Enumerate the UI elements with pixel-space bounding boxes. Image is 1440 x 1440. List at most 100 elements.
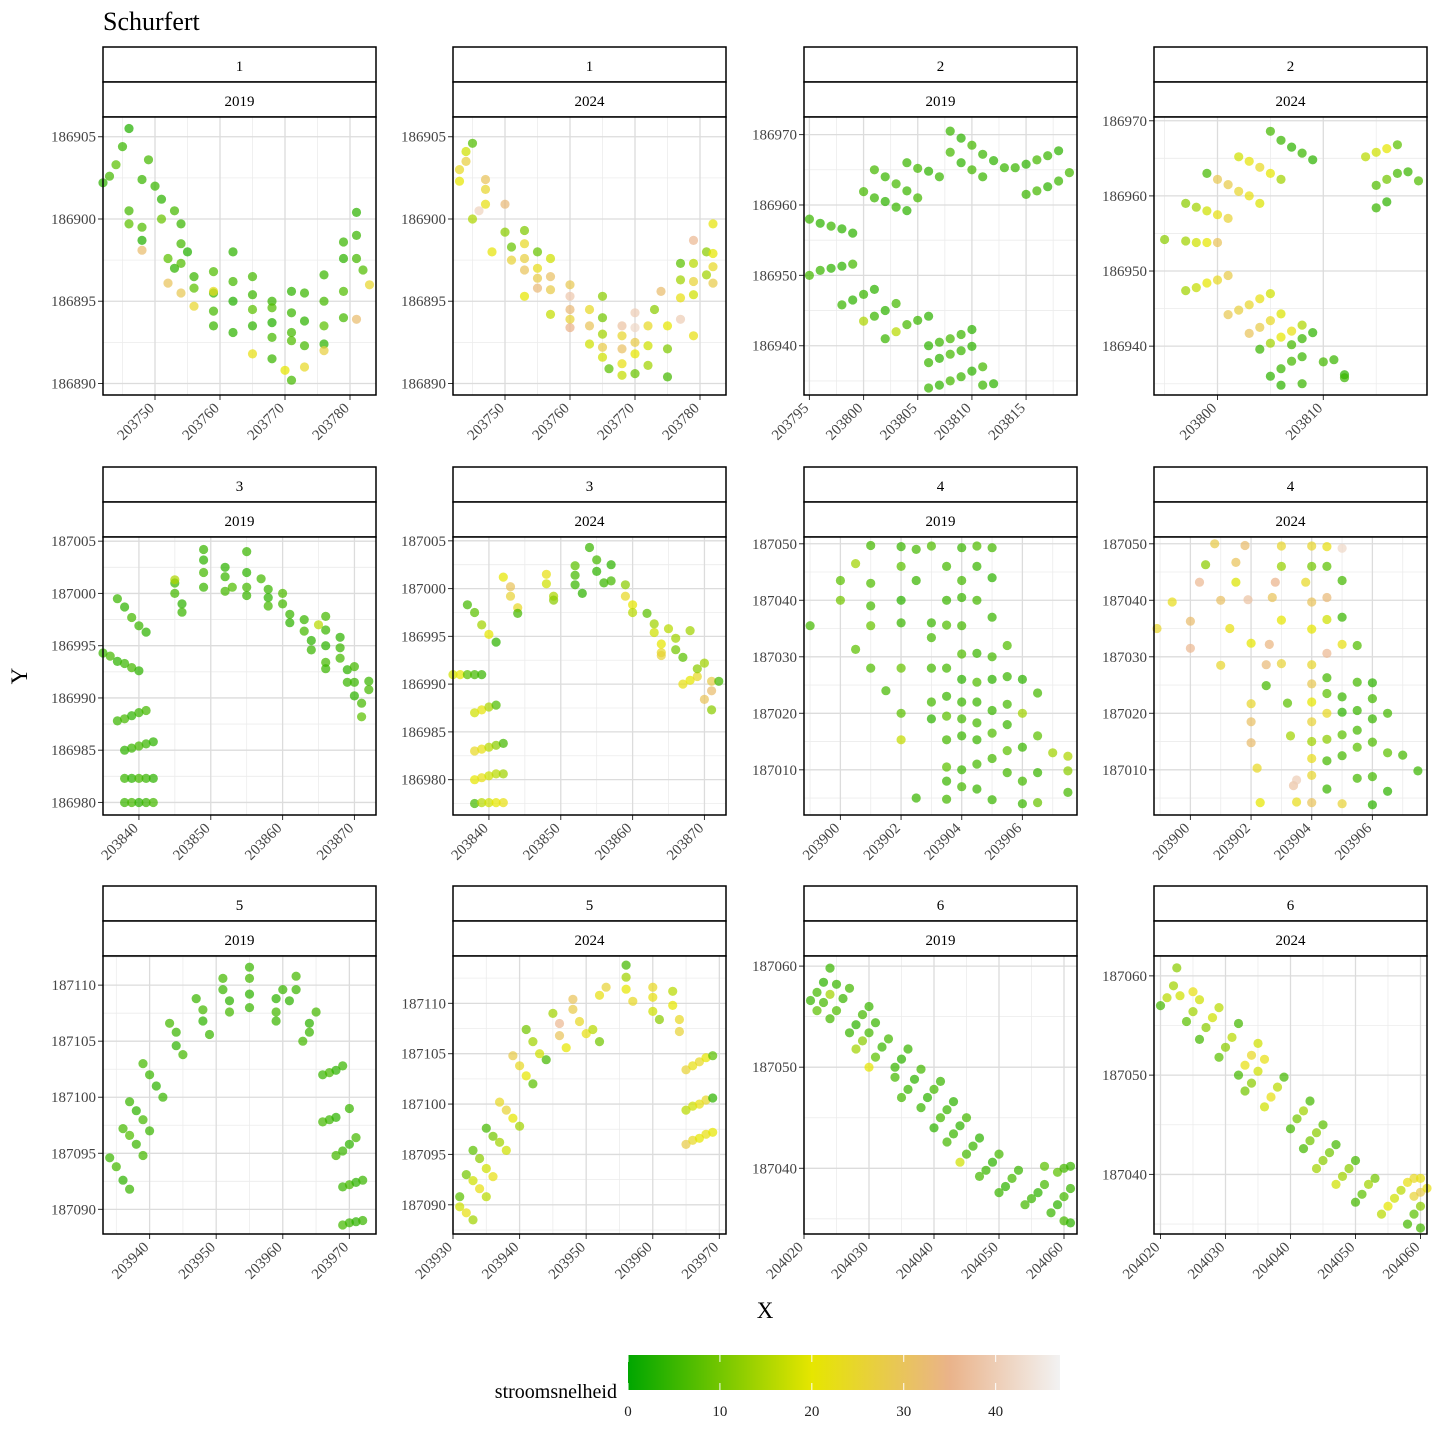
x-tick-label: 203815: [986, 401, 1029, 444]
data-point: [649, 627, 659, 638]
data-point: [548, 1008, 558, 1019]
data-point: [880, 305, 890, 316]
data-point: [857, 1036, 868, 1046]
data-point: [935, 1076, 946, 1086]
data-point: [124, 123, 134, 134]
facet-strip-bottom: [102, 81, 377, 118]
panel-border: [803, 116, 1078, 396]
data-point: [942, 663, 952, 673]
facet-strip-label: 2019: [926, 514, 956, 530]
data-point: [1243, 595, 1253, 605]
data-point: [942, 762, 952, 772]
data-point: [321, 625, 331, 635]
y-tick-label: 186985: [51, 743, 96, 759]
data-point: [111, 160, 121, 170]
data-point: [967, 341, 977, 351]
data-point: [584, 304, 595, 315]
data-point: [926, 633, 937, 643]
facet-panel: 1 2019 203750 203760 203770 203780 186890 18689…: [51, 46, 377, 444]
data-point: [685, 626, 695, 636]
y-tick-label: 186970: [1102, 114, 1147, 130]
data-point: [945, 147, 955, 157]
data-point: [351, 314, 362, 324]
data-point: [972, 541, 982, 551]
data-point: [475, 1184, 485, 1194]
data-point: [869, 284, 880, 294]
data-point: [924, 311, 934, 321]
data-point: [545, 272, 556, 282]
data-point: [1266, 1092, 1276, 1102]
data-point: [896, 1092, 907, 1103]
data-point: [1352, 742, 1362, 752]
data-point: [454, 176, 465, 186]
data-point: [220, 586, 230, 596]
x-tick-label: 203810: [1283, 401, 1326, 444]
x-tick-label: 203906: [1332, 820, 1375, 863]
data-point: [519, 239, 530, 249]
data-point: [1329, 355, 1339, 365]
data-point: [349, 691, 359, 701]
data-point: [299, 626, 309, 636]
data-point: [815, 218, 825, 228]
data-point: [948, 1129, 959, 1139]
data-point: [654, 1014, 665, 1025]
data-point: [191, 994, 201, 1004]
data-point: [306, 635, 316, 646]
data-point: [870, 1052, 881, 1062]
data-point: [911, 793, 921, 803]
data-point: [601, 982, 611, 992]
data-point: [859, 187, 869, 197]
data-point: [565, 291, 575, 301]
data-point: [1322, 648, 1332, 659]
data-point: [515, 1121, 525, 1131]
facet-strip-label: 2: [937, 59, 945, 75]
x-tick-label: 203850: [520, 821, 563, 864]
data-point: [1223, 180, 1233, 190]
data-point: [545, 309, 556, 319]
data-point: [117, 142, 128, 152]
data-point: [1168, 981, 1179, 991]
x-tick-label: 203950: [546, 1240, 589, 1283]
data-point: [163, 253, 173, 264]
data-point: [1382, 197, 1392, 207]
data-point: [286, 308, 297, 318]
data-point: [581, 1029, 591, 1039]
data-point: [358, 265, 368, 275]
x-tick-label: 203930: [413, 1240, 456, 1283]
data-point: [208, 267, 219, 277]
data-point: [869, 193, 880, 203]
data-point: [1231, 557, 1241, 568]
data-point: [364, 676, 374, 686]
data-point: [857, 1010, 868, 1020]
data-point: [891, 327, 901, 337]
data-point: [864, 1001, 874, 1012]
data-point: [218, 973, 228, 984]
data-point: [678, 679, 688, 689]
x-tick-label: 203770: [595, 401, 638, 444]
data-point: [1033, 688, 1043, 698]
data-point: [805, 621, 815, 631]
y-tick-label: 187005: [401, 534, 446, 550]
data-point: [902, 206, 912, 216]
data-point: [321, 664, 331, 674]
data-point: [972, 784, 982, 794]
data-point: [1371, 180, 1381, 190]
data-point: [1337, 543, 1347, 553]
data-point: [501, 1145, 511, 1155]
data-point: [617, 321, 627, 331]
data-point: [1010, 163, 1020, 173]
data-point: [519, 253, 530, 264]
facet-strip-label: 2024: [575, 933, 606, 949]
data-point: [480, 184, 491, 194]
data-point: [987, 612, 997, 622]
data-point: [972, 677, 982, 687]
data-point: [1264, 639, 1274, 650]
data-point: [1297, 379, 1307, 389]
data-point: [972, 759, 982, 769]
data-point: [903, 1084, 913, 1094]
data-point: [1033, 768, 1043, 778]
data-point: [896, 595, 906, 605]
data-point: [1063, 766, 1073, 776]
data-point: [1220, 1042, 1231, 1052]
data-point: [1292, 1114, 1302, 1124]
